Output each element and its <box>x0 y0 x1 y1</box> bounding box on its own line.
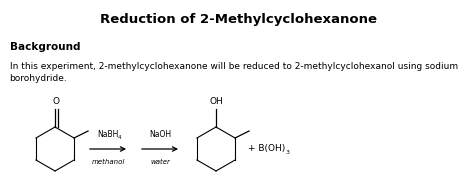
Text: water: water <box>150 159 169 165</box>
Text: NaBH: NaBH <box>97 130 119 139</box>
Text: In this experiment, 2-methylcyclohexanone will be reduced to 2-methylcyclohexano: In this experiment, 2-methylcyclohexanon… <box>10 62 456 84</box>
Text: OH: OH <box>208 97 222 106</box>
Text: 3: 3 <box>286 150 289 156</box>
Text: O: O <box>52 97 60 106</box>
Text: + B(OH): + B(OH) <box>248 145 285 153</box>
Text: Reduction of 2-Methylcyclohexanone: Reduction of 2-Methylcyclohexanone <box>100 13 376 26</box>
Text: methanol: methanol <box>91 159 124 165</box>
Text: NaOH: NaOH <box>149 130 171 139</box>
Text: 4: 4 <box>118 135 121 140</box>
Text: Background: Background <box>10 42 80 52</box>
